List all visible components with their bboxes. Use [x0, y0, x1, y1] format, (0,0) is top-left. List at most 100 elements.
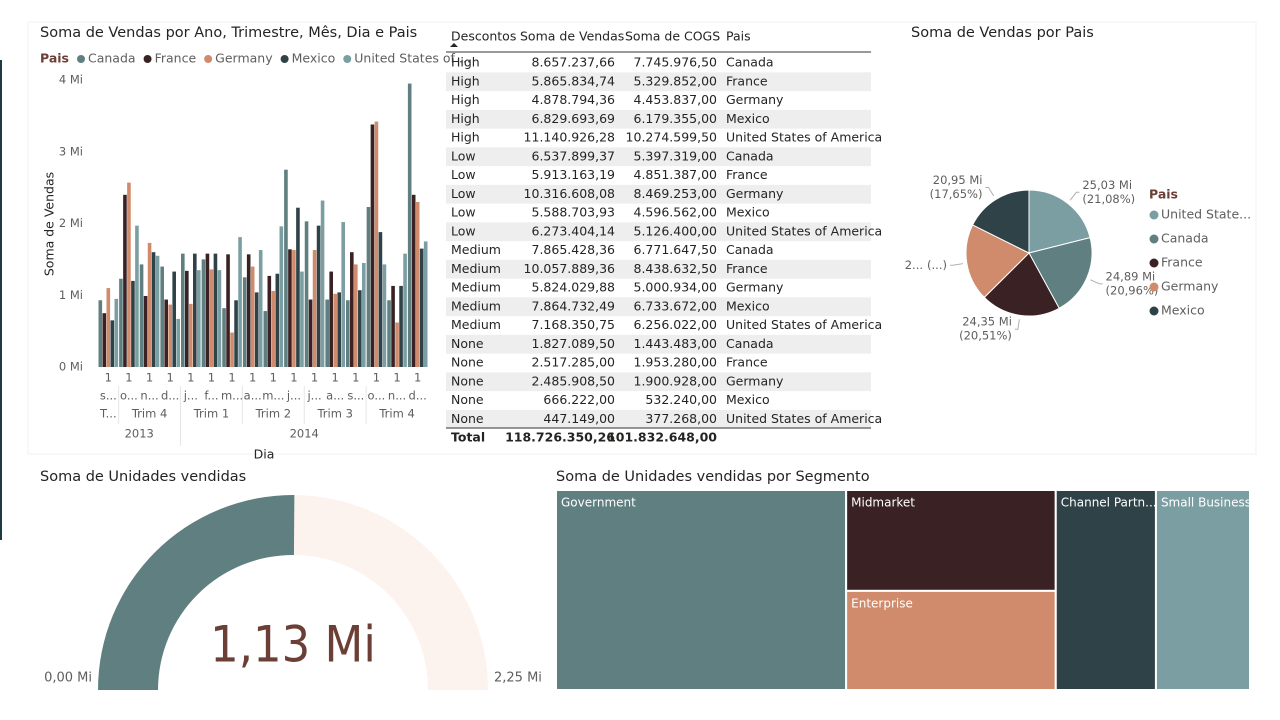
bar — [185, 270, 189, 367]
table-row-band — [446, 72, 871, 92]
bar — [325, 299, 329, 367]
table-cell: 7.745.976,50 — [634, 55, 718, 70]
table-cell: 4.453.837,00 — [634, 92, 718, 107]
table-cell: 2.517.285,00 — [532, 355, 616, 370]
table-cell: 5.588.703,93 — [532, 205, 616, 220]
table-cell: 10.057.889,36 — [524, 261, 615, 276]
gauge-value — [98, 495, 295, 690]
x-tick-label: 1 — [290, 371, 297, 385]
treemap-label: Small Business — [1161, 496, 1251, 510]
pie-percent-label: (20,96%) — [1106, 283, 1159, 297]
bar — [304, 221, 309, 367]
bar — [98, 300, 103, 367]
visuals: 0 Mi 1 Mi 2 Mi 3 Mi 4 Mi Pais Canada France Germ… — [40, 29, 1251, 691]
month-label: m... — [262, 389, 284, 403]
bar — [131, 280, 135, 367]
legend-title: Pais — [1149, 187, 1178, 202]
bar — [123, 194, 127, 367]
bar — [279, 226, 284, 367]
gauge-range-label: 2,25 Mi — [494, 671, 542, 686]
table-cell: None — [451, 411, 484, 426]
bar — [127, 182, 131, 367]
legend-marker — [1149, 258, 1159, 268]
pie-value-label: 24,35 Mi — [962, 315, 1012, 329]
pie-slice — [1028, 237, 1093, 309]
bar — [296, 207, 300, 367]
table-total-cell: 101.832.648,00 — [607, 430, 717, 445]
year-label: 2013 — [125, 427, 154, 441]
legend-label: Germany — [1161, 279, 1219, 294]
table-cell: France — [726, 73, 768, 88]
y-axis-title: Soma de Vendas — [42, 172, 57, 276]
leader-line — [1090, 279, 1103, 285]
pie-percent-label: (17,65%) — [930, 187, 983, 201]
treemap-label: Government — [561, 496, 636, 510]
panel-border — [27, 21, 1257, 455]
bar — [308, 299, 313, 367]
table-cell: Mexico — [726, 298, 770, 313]
legend-label: France — [1161, 255, 1203, 270]
pie-percent-label: (21,08%) — [1082, 192, 1135, 206]
x-axis-title: Dia — [254, 447, 275, 462]
table-cell: 1.953.280,00 — [634, 355, 718, 370]
table-cell: 377.268,00 — [645, 411, 717, 426]
quarter-label: Trim 4 — [378, 407, 414, 421]
x-tick-label: 1 — [105, 371, 112, 385]
x-tick-label: 1 — [208, 371, 215, 385]
table-cell: Canada — [726, 336, 774, 351]
year-label: 2014 — [290, 427, 319, 441]
month-label: j... — [183, 389, 198, 403]
table-row-band — [446, 334, 871, 354]
table-cell: 5.865.834,74 — [532, 73, 616, 88]
bar — [354, 264, 358, 367]
bar — [176, 318, 180, 367]
legend-marker — [1149, 210, 1159, 220]
bar — [102, 313, 107, 367]
bar — [143, 295, 148, 367]
table-cell: Canada — [726, 148, 774, 163]
table-cell: 4.851.387,00 — [634, 167, 718, 182]
pie-chart-title: Soma de Vendas por Pais — [911, 25, 1094, 41]
bar — [172, 271, 176, 367]
bar — [366, 206, 371, 367]
legend-marker — [280, 55, 289, 63]
table-cell: 5.913.163,19 — [532, 167, 616, 182]
bar — [263, 311, 268, 367]
month-label: n... — [388, 389, 406, 403]
quarter-label: Trim 3 — [316, 407, 352, 421]
pie-value-label: 24,89 Mi — [1106, 269, 1156, 283]
table-cell: 6.771.647,50 — [634, 242, 718, 257]
treemap-tile — [555, 489, 848, 691]
table-cell: 10.316.608,08 — [524, 186, 615, 201]
bar — [205, 253, 210, 367]
month-label: a... — [326, 389, 344, 403]
x-tick-label: 1 — [414, 371, 421, 385]
bar — [147, 242, 152, 367]
x-tick-label: 1 — [146, 371, 153, 385]
bar — [254, 292, 259, 367]
table-cell: 8.469.253,00 — [634, 186, 718, 201]
bar — [415, 201, 420, 367]
table-cell: Low — [451, 148, 476, 163]
y-tick-label: 2 Mi — [59, 216, 83, 230]
bar — [284, 169, 288, 367]
table-cell: Low — [451, 186, 476, 201]
bar — [395, 322, 399, 367]
table-cell: France — [726, 261, 768, 276]
table-row-band — [446, 147, 871, 167]
bar — [230, 332, 234, 367]
table-cell: United States of America — [726, 411, 882, 426]
bar — [201, 259, 206, 367]
table-header: Soma de Vendas — [520, 29, 624, 44]
bar — [258, 250, 263, 367]
sort-indicator — [450, 43, 458, 47]
table-cell: 1.900.928,00 — [634, 373, 718, 388]
treemap-tile — [845, 489, 1057, 592]
bar — [378, 232, 383, 367]
month-label: o... — [368, 389, 386, 403]
table-cell: 7.864.732,49 — [532, 298, 616, 313]
table-cell: Germany — [726, 186, 784, 201]
pie-slice — [965, 224, 1030, 299]
table-total-cell: 118.726.350,26 — [505, 430, 615, 445]
pie-slice — [971, 189, 1030, 254]
